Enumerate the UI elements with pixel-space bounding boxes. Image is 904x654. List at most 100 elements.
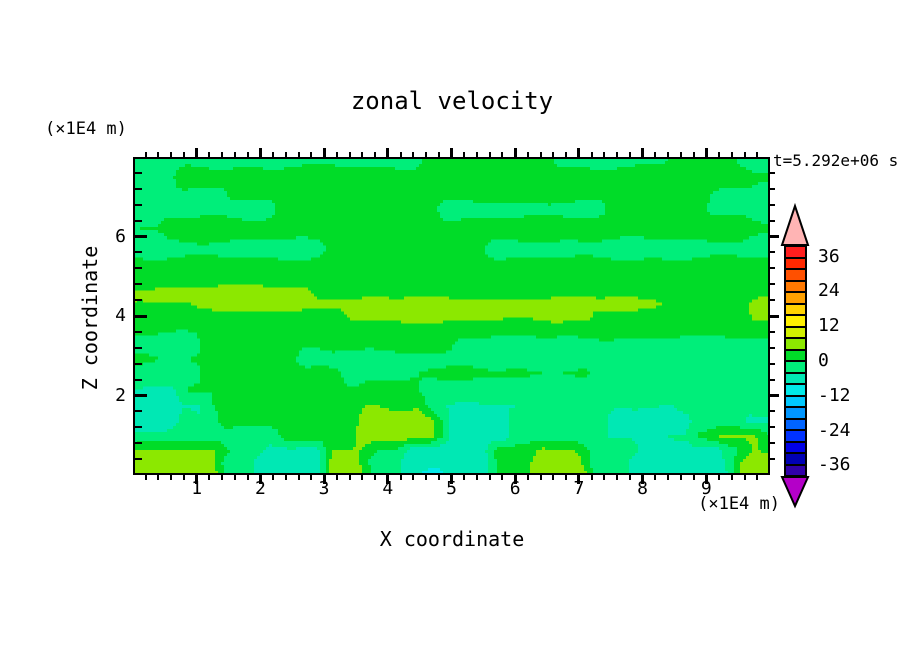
x-tick-label: 1 (191, 478, 203, 499)
z-minor-tick (135, 426, 142, 429)
z-minor-tick (135, 330, 142, 333)
colorbar-band (786, 442, 805, 454)
x-minor-tick (667, 475, 670, 480)
x-minor-tick (412, 475, 415, 480)
colorbar-label: 12 (818, 315, 840, 337)
x-minor-tick (463, 475, 466, 480)
x-minor-tick (157, 475, 160, 480)
x-minor-tick (208, 152, 211, 157)
x-major-tick (704, 475, 708, 484)
x-major-tick (450, 148, 453, 157)
x-major-tick (704, 148, 708, 157)
x-minor-tick (297, 152, 300, 157)
x-major-tick (577, 475, 581, 484)
x-minor-tick (743, 475, 746, 480)
colorbar-label: -36 (818, 454, 851, 476)
x-major-tick (577, 148, 581, 157)
z-minor-tick (135, 251, 142, 254)
x-minor-tick (272, 475, 275, 480)
x-minor-tick (437, 475, 440, 480)
x-minor-tick (208, 475, 211, 480)
colorbar (784, 245, 807, 477)
colorbar-band (786, 408, 805, 420)
x-minor-tick (425, 475, 428, 480)
colorbar-band (786, 350, 805, 362)
x-major-tick (322, 475, 326, 484)
colorbar-label: 24 (818, 280, 840, 302)
colorbar-label: 0 (818, 350, 829, 371)
x-minor-tick (501, 152, 504, 157)
colorbar-band (786, 339, 805, 351)
x-minor-tick (552, 152, 555, 157)
x-major-tick (641, 148, 645, 157)
x-minor-tick (170, 475, 173, 480)
x-minor-tick (730, 475, 733, 480)
x-minor-tick (412, 152, 415, 157)
z-minor-tick (135, 378, 142, 381)
x-tick-label: 9 (700, 478, 712, 499)
x-minor-tick (233, 475, 236, 480)
x-minor-tick (488, 475, 491, 480)
colorbar-band (786, 373, 805, 385)
x-minor-tick (272, 152, 275, 157)
x-minor-tick (221, 152, 224, 157)
z-minor-tick (135, 203, 142, 206)
x-major-tick (195, 475, 199, 484)
x-minor-tick (526, 475, 529, 480)
colorbar-band (786, 258, 805, 270)
plot-border (133, 157, 770, 475)
z-minor-tick (770, 362, 775, 365)
z-major-tick (135, 394, 147, 397)
x-minor-tick (144, 475, 147, 480)
x-minor-tick (565, 152, 568, 157)
x-minor-tick (603, 475, 606, 480)
x-major-tick (195, 148, 199, 157)
z-minor-tick (135, 299, 142, 302)
x-minor-tick (628, 152, 631, 157)
timestamp-label: t=5.292e+06 s (773, 151, 899, 170)
x-tick-label: 7 (573, 478, 585, 499)
x-minor-tick (616, 152, 619, 157)
z-minor-tick (135, 442, 142, 445)
plot-title: zonal velocity (350, 87, 554, 115)
x-minor-tick (667, 152, 670, 157)
x-tick-label: 6 (509, 478, 521, 499)
z-minor-tick (770, 346, 775, 349)
x-minor-tick (475, 152, 478, 157)
colorbar-label: -12 (818, 384, 851, 406)
x-minor-tick (654, 475, 657, 480)
colorbar-label: -24 (818, 419, 851, 441)
x-minor-tick (144, 152, 147, 157)
x-minor-tick (284, 475, 287, 480)
z-minor-tick (770, 458, 775, 461)
x-minor-tick (221, 475, 224, 480)
z-minor-tick (770, 187, 775, 190)
z-major-tick (770, 314, 779, 318)
x-major-tick (513, 475, 517, 484)
colorbar-band (786, 327, 805, 339)
z-minor-tick (770, 442, 775, 445)
z-minor-tick (135, 458, 142, 461)
x-major-tick (386, 148, 390, 157)
x-minor-tick (654, 152, 657, 157)
z-major-tick (770, 235, 779, 238)
colorbar-band (786, 385, 805, 397)
x-major-tick (258, 475, 262, 484)
x-minor-tick (539, 152, 542, 157)
x-minor-tick (679, 152, 682, 157)
z-minor-tick (770, 299, 775, 302)
z-minor-tick (770, 251, 775, 254)
x-minor-tick (284, 152, 287, 157)
colorbar-band (786, 362, 805, 374)
x-major-tick (386, 475, 390, 484)
x-minor-tick (437, 152, 440, 157)
x-minor-tick (539, 475, 542, 480)
x-major-tick (513, 148, 517, 157)
x-minor-tick (590, 475, 593, 480)
x-minor-tick (590, 152, 593, 157)
x-minor-tick (399, 475, 402, 480)
x-major-tick (641, 475, 645, 484)
x-tick-label: 5 (446, 478, 457, 499)
z-tick-label: 2 (115, 384, 126, 406)
colorbar-band (786, 465, 805, 475)
